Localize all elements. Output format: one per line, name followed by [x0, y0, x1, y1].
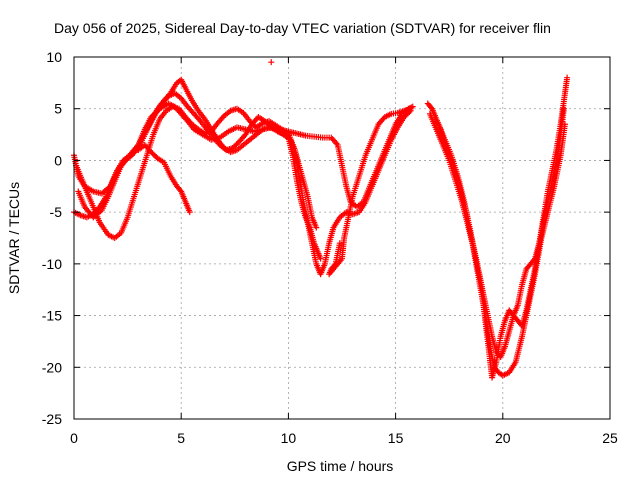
- data-point: [268, 59, 275, 66]
- x-axis-title: GPS time / hours: [287, 458, 394, 474]
- y-tick-label: 5: [54, 101, 62, 117]
- data-point: [177, 187, 184, 194]
- data-point: [427, 104, 434, 111]
- y-tick-label: -25: [42, 411, 62, 427]
- y-tick-label: -20: [42, 359, 62, 375]
- data-point: [407, 105, 414, 112]
- x-tick-label: 10: [281, 430, 297, 446]
- x-tick-label: 15: [388, 430, 404, 446]
- x-tick-label: 20: [495, 430, 511, 446]
- y-axis-title: SDTVAR / TECUs: [6, 182, 22, 294]
- x-tick-label: 5: [177, 430, 185, 446]
- grid: [74, 57, 610, 419]
- y-tick-label: 0: [54, 152, 62, 168]
- x-tick-label: 0: [70, 430, 78, 446]
- y-tick-label: -10: [42, 256, 62, 272]
- data-point: [313, 224, 320, 231]
- data-point: [560, 105, 567, 112]
- data-point: [186, 209, 193, 216]
- plot-frame: [73, 56, 611, 420]
- axis-ticks: 0 5 10 15 20 25 -25 -20 -15 -10 -5 0 5 10: [42, 49, 618, 446]
- data-point: [317, 255, 324, 262]
- data-point: [564, 74, 571, 81]
- x-tick-label: 25: [602, 430, 618, 446]
- y-tick-label: 10: [46, 49, 62, 65]
- chart-title: Day 056 of 2025, Sidereal Day-to-day VTE…: [54, 20, 551, 36]
- y-tick-label: -5: [50, 204, 63, 220]
- data-marks: [71, 59, 571, 381]
- y-tick-label: -15: [42, 308, 62, 324]
